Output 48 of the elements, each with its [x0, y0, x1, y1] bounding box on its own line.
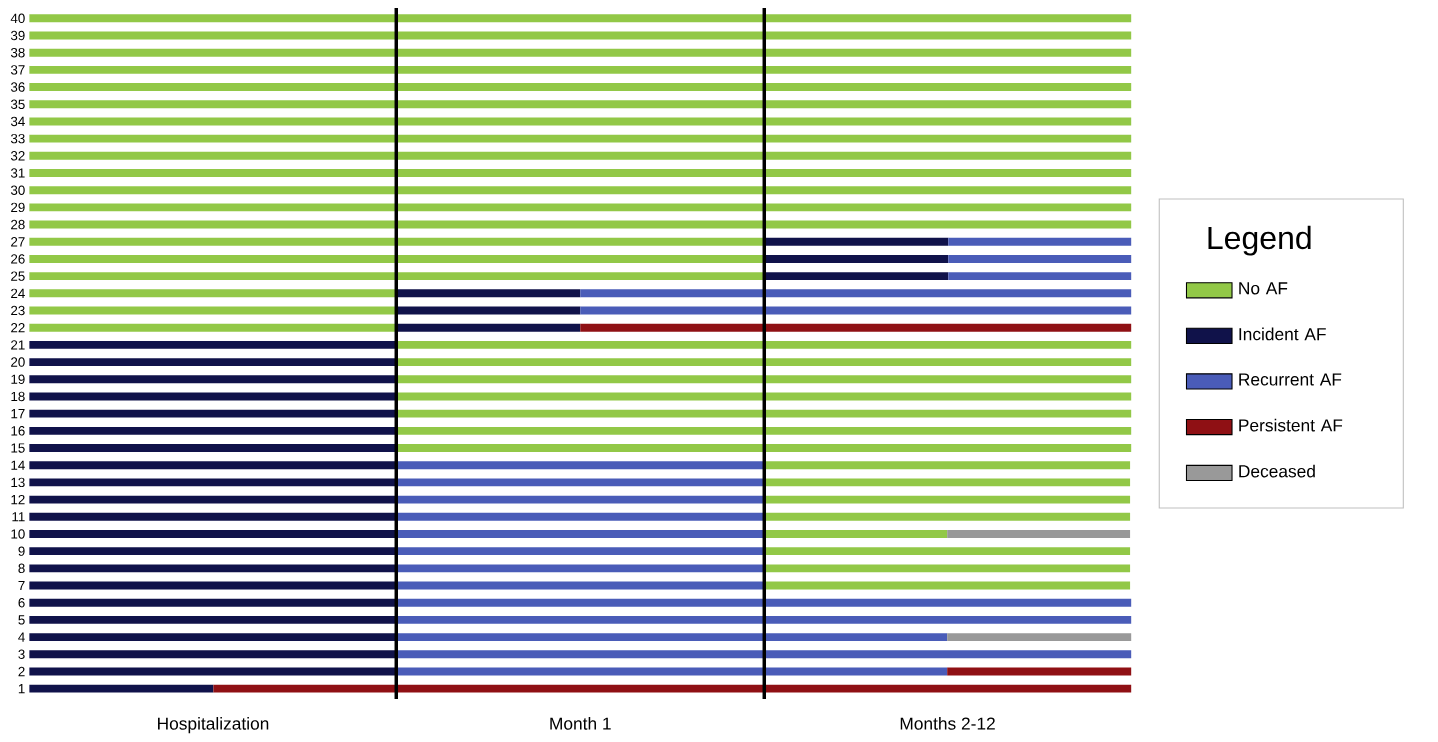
bar [396, 461, 764, 470]
legend-label: Deceased [1239, 464, 1315, 478]
bar [29, 444, 397, 453]
legend-label: Recurrent AF [1239, 373, 1342, 386]
bar [29, 684, 214, 693]
bar [763, 495, 1131, 504]
legend-label: Persistent AF [1239, 418, 1343, 432]
bar [396, 564, 764, 573]
bar [396, 598, 1132, 607]
bar [29, 478, 397, 487]
bar [396, 650, 1132, 659]
bar [29, 341, 397, 349]
bar [29, 495, 397, 504]
bar [763, 512, 1131, 521]
bar [396, 512, 764, 521]
bar [396, 530, 764, 539]
bar [29, 461, 397, 470]
bar [29, 650, 397, 659]
bar [29, 547, 397, 556]
bar [29, 633, 397, 642]
bar [396, 633, 948, 642]
bar [763, 478, 1131, 487]
bar [213, 684, 1132, 693]
bar [396, 478, 764, 487]
bar [29, 616, 397, 625]
bar [29, 564, 397, 573]
bar [763, 461, 1131, 470]
bar [29, 375, 397, 384]
bar [29, 358, 397, 367]
bar [29, 409, 397, 418]
bar [29, 512, 397, 521]
text: Months 2-12 [900, 717, 995, 730]
bar [947, 530, 1131, 539]
bar [763, 530, 948, 539]
bar [29, 530, 397, 539]
bar [29, 427, 397, 435]
bar [396, 495, 764, 504]
bar [396, 547, 764, 556]
bar [763, 547, 1131, 556]
bar [29, 598, 397, 607]
legend-title: Legend [1208, 225, 1311, 256]
bar [580, 323, 1132, 332]
legend-label: No AF [1239, 282, 1288, 295]
bar [763, 564, 1131, 573]
text: Month 1 [550, 717, 611, 730]
text: Hospitalization [158, 717, 269, 734]
bar [396, 616, 1132, 625]
legend-label: Incident AF [1239, 327, 1326, 341]
